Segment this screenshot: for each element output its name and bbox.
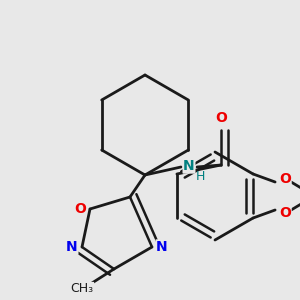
Text: N: N	[66, 240, 78, 254]
Text: N: N	[183, 159, 195, 173]
Text: O: O	[74, 202, 86, 216]
Text: N: N	[156, 240, 168, 254]
Text: O: O	[279, 172, 291, 186]
Text: O: O	[215, 111, 227, 125]
Text: CH₃: CH₃	[70, 283, 94, 296]
Text: H: H	[195, 170, 205, 184]
Text: O: O	[279, 206, 291, 220]
